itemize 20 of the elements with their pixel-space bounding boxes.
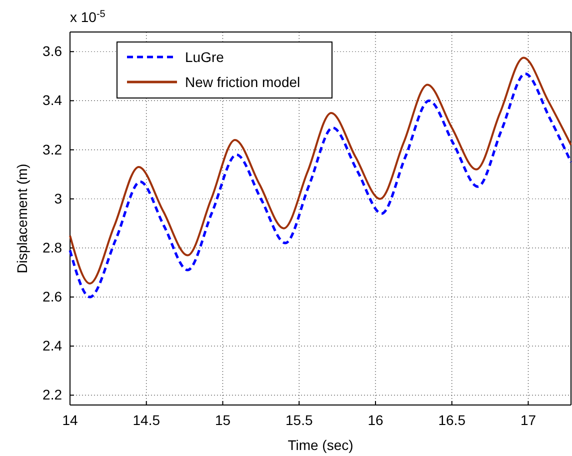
x-tick-label: 15 bbox=[214, 412, 231, 428]
x-tick-label: 14.5 bbox=[132, 412, 160, 428]
x-tick-label: 16 bbox=[368, 412, 384, 428]
x-tick-label: 14 bbox=[62, 412, 78, 428]
legend-label: LuGre bbox=[185, 49, 224, 65]
x-tick-label: 17 bbox=[520, 412, 536, 428]
y-tick-label: 2.2 bbox=[42, 386, 62, 403]
legend-label: New friction model bbox=[185, 74, 300, 90]
y-tick-label: 3 bbox=[54, 190, 62, 206]
y-tick-label: 3.4 bbox=[42, 92, 62, 108]
text: x 10$^{-5}$ bbox=[70, 8, 106, 25]
x-tick-label: 15.5 bbox=[285, 412, 313, 428]
y-tick-label: 3.2 bbox=[42, 141, 62, 158]
y-tick-label: 2.8 bbox=[42, 239, 62, 256]
y-tick-label: 3.6 bbox=[42, 43, 62, 60]
y-tick-label: 2.4 bbox=[42, 338, 62, 354]
y-axis-title: Displacement (m) bbox=[14, 164, 30, 274]
x-tick-label: 16.5 bbox=[438, 412, 466, 428]
y-tick-label: 2.6 bbox=[42, 288, 62, 305]
x-axis-title: Time (sec) bbox=[288, 437, 354, 453]
